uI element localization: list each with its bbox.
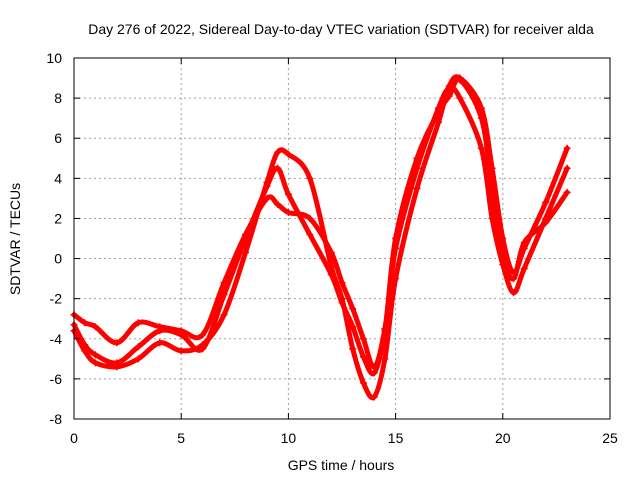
data-point <box>156 327 164 335</box>
data-series <box>70 74 571 401</box>
y-tick-label: -4 <box>50 331 63 347</box>
data-point <box>156 339 164 347</box>
series-track-c <box>70 74 571 401</box>
plot-frame <box>73 57 611 420</box>
x-axis-label: GPS time / hours <box>288 457 395 473</box>
y-tick-label: 10 <box>46 50 62 66</box>
data-point <box>220 291 228 299</box>
data-point <box>113 363 121 371</box>
data-point <box>91 323 99 331</box>
data-point <box>413 154 421 162</box>
data-point <box>306 230 314 238</box>
data-point <box>134 343 142 351</box>
data-point <box>349 345 357 353</box>
data-point <box>499 235 507 242</box>
data-point <box>477 104 485 112</box>
data-point <box>456 94 464 102</box>
data-point <box>370 393 378 401</box>
series-line <box>71 77 570 377</box>
data-point <box>113 339 121 347</box>
series-line <box>71 74 570 401</box>
data-point <box>134 319 142 327</box>
data-point <box>488 164 496 172</box>
y-tick-label: 2 <box>54 210 62 226</box>
data-point <box>81 319 89 327</box>
data-point <box>199 331 207 339</box>
data-point <box>510 275 518 283</box>
data-point <box>381 355 389 363</box>
data-point <box>338 295 346 303</box>
data-point <box>434 118 442 126</box>
data-point <box>284 208 292 216</box>
data-point <box>91 351 99 359</box>
x-tick-label: 25 <box>602 430 618 446</box>
chart-title: Day 276 of 2022, Sidereal Day-to-day VTE… <box>88 21 594 37</box>
x-tick-label: 20 <box>495 430 511 446</box>
data-point <box>542 198 550 206</box>
data-point <box>220 311 228 319</box>
series-track-a <box>70 84 571 371</box>
data-point <box>199 341 207 349</box>
data-point <box>445 82 453 90</box>
data-point <box>563 164 571 172</box>
data-point <box>338 279 346 287</box>
data-point <box>349 305 357 313</box>
data-point <box>542 218 550 226</box>
data-point <box>370 369 378 377</box>
series-line <box>71 85 570 370</box>
x-tick-label: 15 <box>388 430 404 446</box>
data-point <box>134 355 142 363</box>
data-point <box>510 289 518 297</box>
axis-ticks: 0 5 10 15 20 25 -8 -6 -4 -2 0 2 4 6 8 10 <box>46 50 618 446</box>
data-point <box>263 178 271 186</box>
data-point <box>359 379 367 387</box>
data-point <box>359 335 367 343</box>
x-tick-label: 5 <box>177 430 185 446</box>
data-point <box>274 164 282 172</box>
data-point <box>177 331 185 339</box>
y-tick-label: -2 <box>50 291 63 307</box>
y-tick-label: 4 <box>54 170 62 186</box>
x-tick-label: 0 <box>70 430 78 446</box>
data-point <box>91 359 99 367</box>
data-point <box>177 347 185 355</box>
x-tick-label: 10 <box>281 430 297 446</box>
data-point <box>284 190 292 198</box>
data-point <box>284 150 292 158</box>
data-point <box>392 275 400 283</box>
data-point <box>477 144 485 152</box>
data-point <box>81 347 89 355</box>
data-point <box>274 200 282 208</box>
data-point <box>306 174 314 182</box>
data-point <box>242 249 250 257</box>
data-point <box>359 353 367 361</box>
data-point <box>274 148 282 156</box>
data-point <box>306 214 314 222</box>
data-point <box>563 144 571 152</box>
data-point <box>327 263 335 271</box>
data-point <box>413 184 421 192</box>
data-point <box>520 265 528 273</box>
data-point <box>510 269 518 277</box>
y-tick-label: 8 <box>54 90 62 106</box>
y-tick-label: -6 <box>50 371 63 387</box>
data-point <box>392 235 400 242</box>
y-tick-label: 6 <box>54 130 62 146</box>
y-axis-label: SDTVAR / TECUs <box>7 183 23 295</box>
y-tick-label: 0 <box>54 251 62 267</box>
data-point <box>520 245 528 253</box>
data-point <box>563 188 571 196</box>
data-point <box>456 74 464 82</box>
y-tick-label: -8 <box>50 411 63 427</box>
